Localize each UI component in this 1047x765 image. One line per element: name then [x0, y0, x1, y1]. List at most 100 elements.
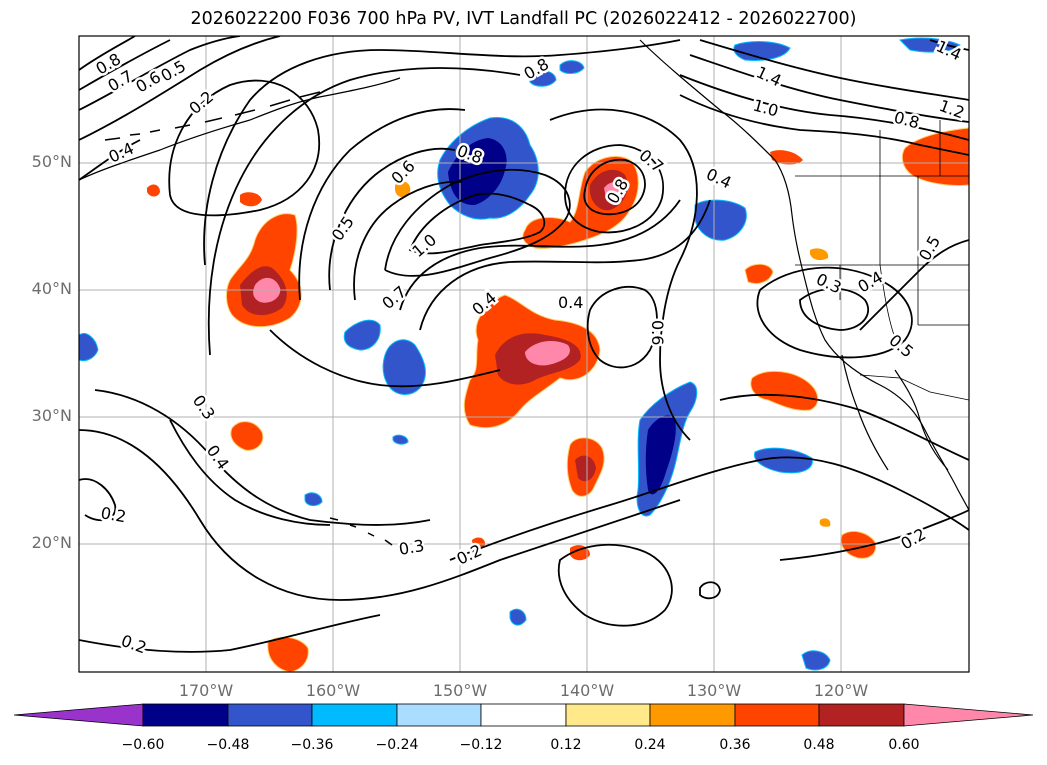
lat-label-20: 20°N: [31, 533, 72, 552]
positive-anomaly-small-8: [240, 192, 262, 207]
contour-0.6-ridge: [328, 147, 456, 291]
colorbar-tick-label: 0.36: [719, 737, 751, 753]
alaska-coast: [79, 77, 401, 181]
contour-0.5-east: [859, 239, 969, 331]
contour-0.7-ridge: [353, 180, 463, 301]
contour-label: 0.5: [328, 213, 358, 245]
us-mexico-border: [859, 374, 969, 401]
contour-0.2-loop: [168, 79, 321, 217]
positive-anomaly-small-9: [472, 537, 486, 548]
negative-anomaly-small-5: [753, 447, 813, 474]
colorbar-segment: [311, 703, 398, 727]
negative-anomaly-small-1: [382, 339, 426, 395]
colorbar-segment: [480, 703, 567, 727]
negative-anomaly-small-6: [801, 650, 831, 671]
colorbar-tick-label: −0.12: [459, 737, 503, 753]
colorbar: [13, 703, 1034, 727]
negative-anomaly-small-11: [304, 492, 323, 507]
colorbar-segment: [565, 703, 651, 727]
negative-anomaly-small-10: [509, 608, 527, 626]
positive-anomaly-small-2: [750, 371, 819, 411]
positive-anomaly-central-peak: [525, 340, 570, 366]
contour-0.2-far-east: [779, 509, 969, 561]
state-borders: [795, 176, 969, 351]
lon-label-170w: 170°W: [178, 681, 234, 700]
lat-label-40: 40°N: [31, 279, 72, 298]
negative-anomaly-small-12: [392, 434, 409, 445]
map-plot-area: 0.8 0.7 0.6 0.5 0.4 0.2 0.8 0.6 0.5 1.0 …: [79, 36, 969, 672]
contour-label: 0.4: [703, 164, 734, 192]
positive-anomaly-subtropical-core: [575, 455, 596, 482]
contour-0.2-east: [719, 393, 969, 461]
colorbar-extend-low: [13, 703, 144, 727]
contour-0.5-central: [399, 199, 681, 311]
colorbar-tick-label: −0.60: [121, 737, 165, 753]
positive-anomaly-small-12: [770, 150, 803, 165]
contour-label: 1.4: [753, 62, 784, 90]
colorbar-tick-label: −0.48: [206, 737, 250, 753]
contour-0.6-east: [549, 108, 698, 441]
colorbar-segment: [142, 703, 229, 727]
contour-label: 0.3: [397, 536, 425, 559]
contour-label: 0.4: [203, 441, 233, 473]
contour-0.4-loop-east: [586, 286, 658, 369]
colorbar-segment: [227, 703, 313, 727]
positive-anomaly-north-peak: [604, 182, 622, 200]
lat-label-30: 30°N: [31, 406, 72, 425]
contour-0.4-west: [207, 67, 521, 356]
contour-label: 0.5: [885, 331, 917, 362]
contour-0.8-ne: [679, 94, 969, 156]
map-frame: [78, 35, 970, 673]
contour-label: 0.7: [378, 282, 410, 313]
contour-label: 0.6: [648, 320, 667, 345]
lon-label-120w: 120°W: [813, 681, 869, 700]
lon-label-160w: 160°W: [305, 681, 361, 700]
contour-1.0-ne: [679, 74, 969, 141]
boundaries: [795, 120, 969, 401]
positive-anomaly-small-4: [840, 531, 877, 559]
colorbar-tick-label: 0.48: [803, 737, 835, 753]
contour-0.3-south: [79, 429, 681, 601]
contour-label: 0.5: [915, 232, 944, 264]
colorbar-segment: [818, 703, 905, 727]
colorbar-tick-label: 0.24: [634, 737, 666, 753]
lon-label-150w: 150°W: [432, 681, 488, 700]
negative-anomaly-small-13: [898, 37, 961, 53]
negative-anomaly-subtropical-core: [645, 415, 676, 495]
colorbar-tick-label: −0.24: [375, 737, 419, 753]
negative-anomaly-small-3: [694, 199, 747, 241]
contour-1.4-top: [929, 39, 969, 51]
positive-anomaly-small-10: [570, 545, 590, 561]
negative-anomaly-small-2: [343, 319, 381, 351]
contour-1.4-ne: [699, 39, 969, 101]
contour-0.6-nw: [79, 36, 241, 111]
contour-0.2-se-loop: [557, 543, 673, 627]
contour-0.2-southeast: [449, 456, 969, 561]
contour-0.3-southwest: [94, 389, 431, 526]
colorbar-extend-high: [903, 703, 1034, 727]
map-title: 2026022200 F036 700 hPa PV, IVT Landfall…: [190, 9, 857, 29]
contour-label: 0.8: [892, 108, 922, 133]
contour-label: 0.2: [185, 87, 217, 118]
contour-0.4-west-pv: [269, 329, 501, 388]
contour-0.7-circle: [564, 144, 664, 234]
contour-0.5-ridge: [298, 108, 466, 301]
contour-0.2-bottom: [79, 614, 381, 653]
positive-anomaly-small-7: [147, 184, 160, 197]
pv-contours: [79, 36, 969, 653]
contour-0.8-trough: [384, 168, 571, 277]
colorbar-segment: [734, 703, 820, 727]
contour-label: 0.2: [99, 503, 127, 526]
contour-0.3-west: [203, 39, 681, 266]
colorbar-segment: [649, 703, 736, 727]
contour-1.2-ne: [689, 54, 969, 123]
negative-anomaly-small-7: [79, 333, 99, 362]
colorbar-segment: [396, 703, 482, 727]
contour-0.5-nw: [79, 36, 281, 141]
positive-anomaly-small-5: [267, 636, 309, 672]
contour-label: 0.6: [387, 156, 418, 187]
positive-anomaly-small-14: [810, 248, 829, 261]
lon-label-140w: 140°W: [559, 681, 615, 700]
positive-anomaly-small-11: [395, 181, 411, 198]
